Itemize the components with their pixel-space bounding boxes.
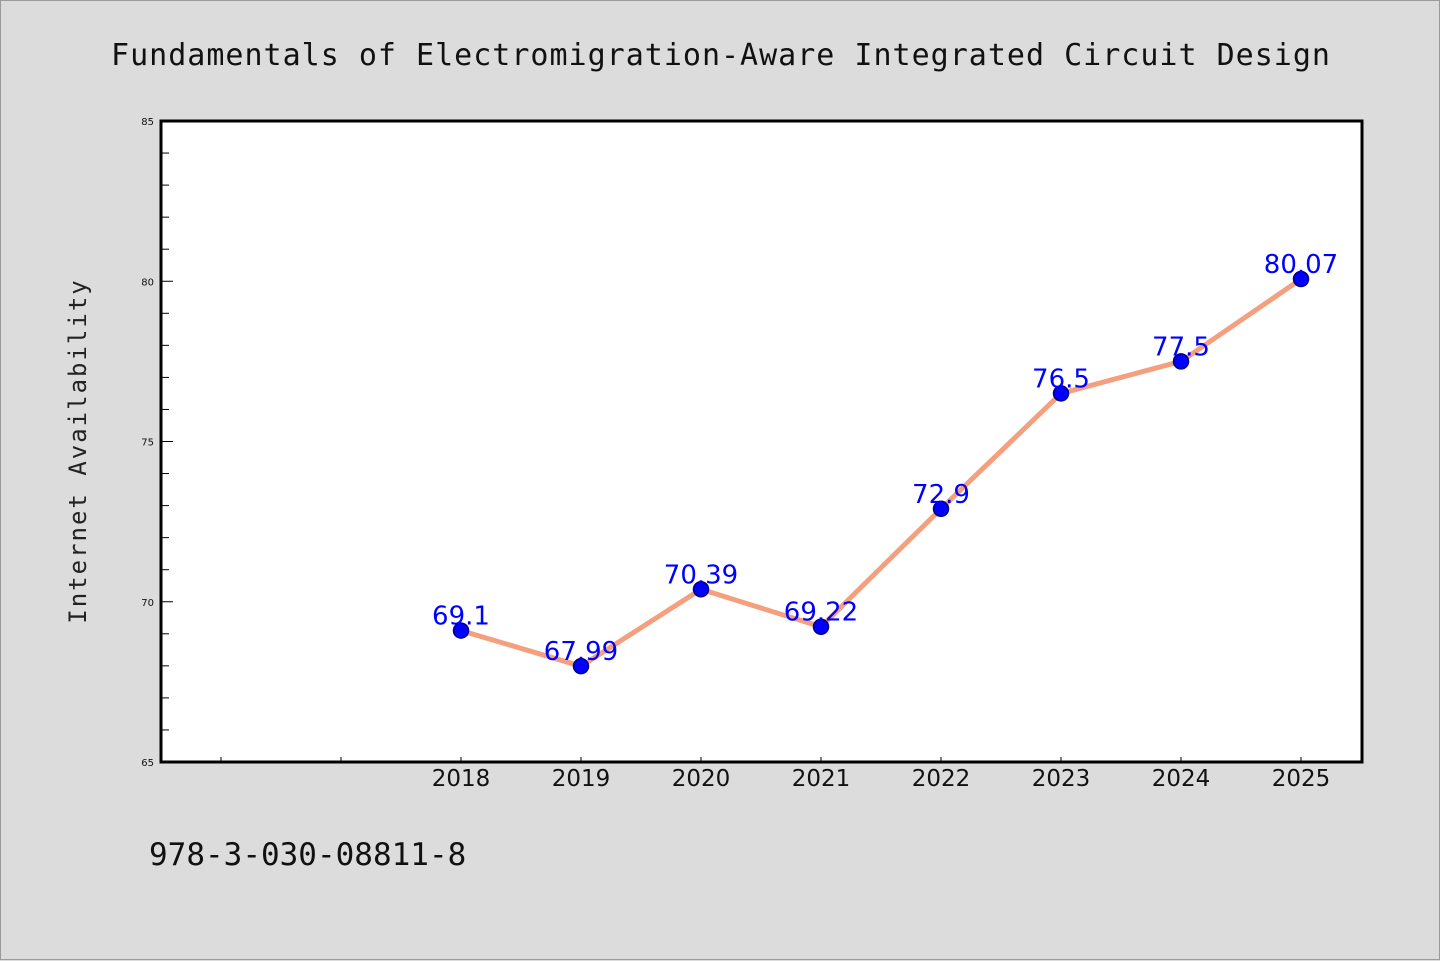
data-point [932, 500, 950, 518]
data-point [1172, 353, 1190, 370]
x-tick-label: 2025 [1272, 766, 1331, 792]
y-tick-label: 65 [141, 758, 154, 769]
data-point [572, 657, 590, 675]
y-tick-label: 80 [141, 277, 154, 288]
data-label: 67.99 [544, 637, 618, 667]
x-tick-label: 2021 [792, 766, 851, 792]
data-point [452, 622, 470, 639]
data-label: 72.9 [912, 480, 970, 510]
series-line [458, 276, 1304, 669]
data-point [692, 581, 710, 598]
y-axis-ticks: 65 70 75 80 85 [141, 117, 173, 769]
x-axis-ticks: 2018 2019 2020 2021 2022 2023 2024 2025 [220, 757, 1331, 792]
x-tick-label: 2020 [672, 766, 731, 792]
y-tick-label: 70 [141, 598, 154, 609]
plot-area [159, 119, 1364, 764]
data-label: 76.5 [1032, 364, 1090, 394]
data-label: 80.07 [1264, 250, 1338, 280]
x-tick-label: 2024 [1152, 766, 1211, 792]
data-label: 70.39 [664, 560, 738, 590]
data-label: 69.1 [432, 602, 490, 632]
y-tick-label: 85 [141, 117, 154, 128]
chart-title: Fundamentals of Electromigration-Aware I… [111, 38, 1331, 73]
data-point [812, 618, 830, 635]
x-tick-label: 2022 [912, 766, 971, 792]
x-tick-label: 2023 [1032, 766, 1091, 792]
x-tick-label: 2019 [552, 766, 611, 792]
series [452, 270, 1310, 675]
y-tick-label: 75 [141, 438, 154, 449]
data-label: 69.22 [784, 598, 858, 628]
data-point [1292, 270, 1310, 288]
y-axis-label: Internet Availability [64, 278, 92, 623]
data-point [1052, 385, 1070, 402]
data-label: 77.5 [1152, 332, 1210, 362]
footer-isbn: 978-3-030-08811-8 [149, 837, 466, 873]
data-labels: 69.1 67.99 70.39 69.22 72.9 76.5 77.5 80.07 [432, 250, 1338, 667]
x-tick-label: 2018 [432, 766, 491, 792]
